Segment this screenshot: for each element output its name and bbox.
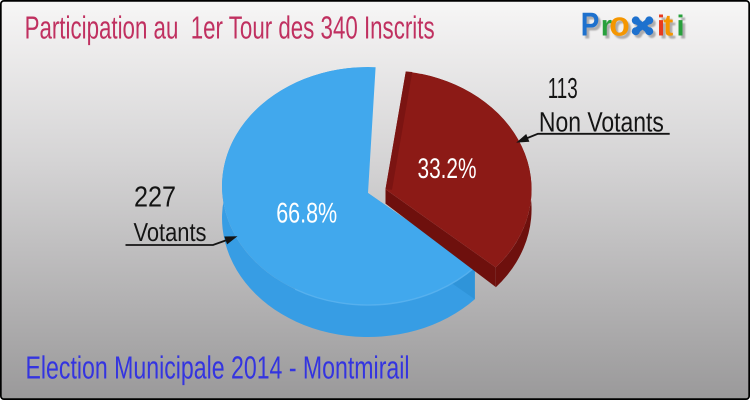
svg-text:r: r [601, 10, 612, 42]
svg-text:P: P [581, 5, 600, 42]
svg-text:113: 113 [548, 73, 578, 105]
svg-text:t: t [666, 12, 676, 45]
svg-text:i: i [657, 10, 665, 42]
svg-text:Participation au 1er Tour des: Participation au 1er Tour des 340 Inscri… [25, 9, 435, 45]
svg-text:Votants: Votants [134, 217, 207, 247]
svg-text:i: i [660, 13, 668, 45]
svg-text:P: P [583, 8, 602, 45]
svg-text:i: i [679, 13, 687, 45]
svg-text:33.2%: 33.2% [418, 153, 477, 185]
svg-text:66.8%: 66.8% [276, 198, 337, 230]
svg-text:Election Municipale 2014 - Mon: Election Municipale 2014 - Montmirail [26, 349, 410, 385]
svg-text:o: o [612, 8, 633, 46]
svg-text:i: i [677, 10, 685, 42]
svg-text:o: o [609, 5, 630, 43]
svg-text:Non Votants: Non Votants [539, 106, 664, 137]
svg-text:t: t [663, 9, 673, 42]
svg-text:r: r [603, 13, 614, 45]
svg-text:227: 227 [134, 182, 176, 214]
